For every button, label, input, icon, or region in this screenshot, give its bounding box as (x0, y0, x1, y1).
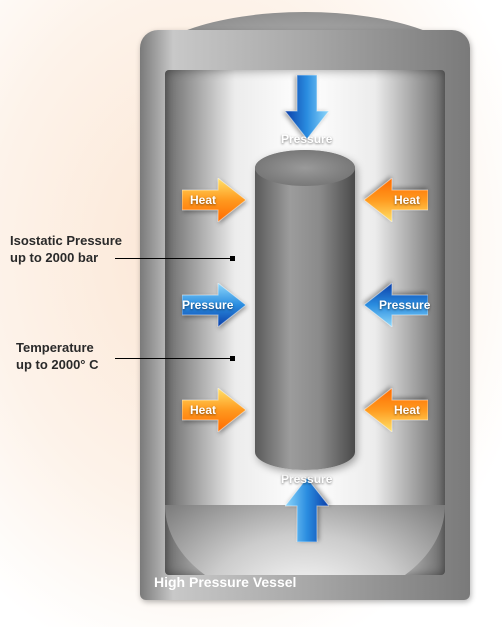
workpiece-cylinder (255, 150, 355, 470)
heat-label-upper-left: Heat (190, 193, 216, 207)
heat-label-lower-right: Heat (394, 403, 420, 417)
pressure-label-right: Pressure (379, 298, 430, 312)
callout-pressure-line2: up to 2000 bar (10, 250, 122, 267)
vessel-caption: High Pressure Vessel (154, 574, 296, 590)
callout-temperature-line2: up to 2000° C (16, 357, 99, 374)
leader-dot-pressure (230, 256, 235, 261)
leader-temperature (115, 358, 232, 359)
pressure-arrow-top (285, 75, 329, 139)
heat-label-lower-left: Heat (190, 403, 216, 417)
heat-label-upper-right: Heat (394, 193, 420, 207)
pressure-arrow-bottom (285, 478, 329, 542)
leader-pressure (115, 258, 232, 259)
pressure-label-left: Pressure (182, 298, 233, 312)
pressure-label-bottom: Pressure (281, 472, 332, 486)
callout-temperature: Temperature up to 2000° C (16, 340, 99, 374)
pressure-label-top: Pressure (281, 132, 332, 146)
callout-pressure: Isostatic Pressure up to 2000 bar (10, 233, 122, 267)
callout-pressure-line1: Isostatic Pressure (10, 233, 122, 250)
diagram-stage: High Pressure Vessel Pressure Pressure P… (0, 0, 502, 627)
leader-dot-temperature (230, 356, 235, 361)
callout-temperature-line1: Temperature (16, 340, 99, 357)
